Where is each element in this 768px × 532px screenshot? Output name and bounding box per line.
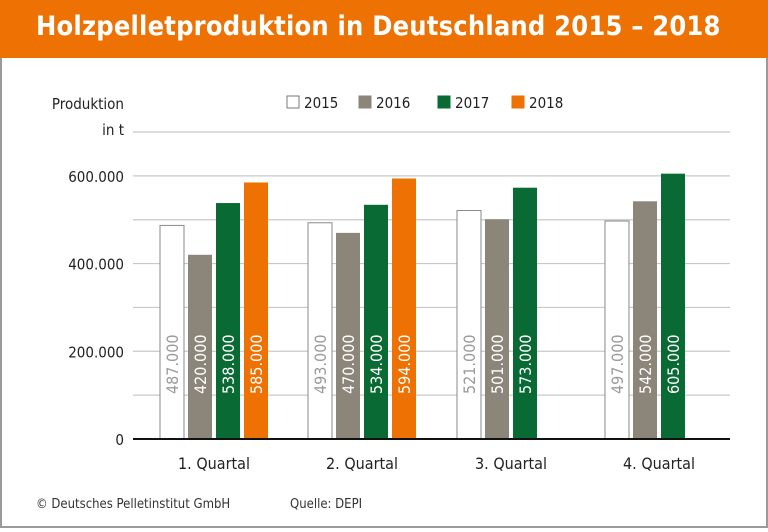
bar <box>188 254 212 439</box>
copyright: © Deutsches Pelletinstitut GmbH <box>36 497 231 512</box>
bar <box>392 178 416 439</box>
legend-swatch <box>511 95 525 109</box>
bar <box>485 219 509 439</box>
bar-value-label: 538.000 <box>219 334 238 394</box>
bar-value-label: 573.000 <box>516 334 535 394</box>
legend-swatch <box>358 95 372 109</box>
bar-value-label: 521.000 <box>460 334 479 394</box>
y-tick-label: 0 <box>115 431 124 449</box>
bar <box>307 222 333 440</box>
y-tick-label: 200.000 <box>68 343 124 361</box>
title-banner: Holzpelletproduktion in Deutschland 2015… <box>0 0 768 58</box>
bar-value-label: 493.000 <box>311 334 330 394</box>
legend-label: 2016 <box>376 94 410 112</box>
bar <box>456 210 482 440</box>
bar-value-label: 534.000 <box>367 334 386 394</box>
source: Quelle: DEPI <box>290 497 363 512</box>
bar-value-label: 497.000 <box>608 334 627 394</box>
legend-label: 2017 <box>455 94 489 112</box>
bar <box>633 201 657 439</box>
bar <box>513 187 537 439</box>
bar <box>244 182 268 439</box>
bar-value-label: 420.000 <box>191 334 210 394</box>
legend-label: 2015 <box>304 94 338 112</box>
x-tick-label: 2. Quartal <box>326 454 398 473</box>
bar <box>216 203 240 439</box>
bar-value-label: 470.000 <box>339 334 358 394</box>
x-tick-label: 3. Quartal <box>475 454 547 473</box>
bar <box>604 220 630 440</box>
bar-value-label: 585.000 <box>247 334 266 394</box>
legend-swatch <box>437 95 451 109</box>
bar-value-label: 605.000 <box>664 334 683 394</box>
bar <box>336 232 360 439</box>
bar <box>661 173 685 439</box>
chart-title: Holzpelletproduktion in Deutschland 2015… <box>36 11 721 42</box>
bar <box>159 224 185 440</box>
bar <box>364 204 388 439</box>
legend-swatch <box>286 95 300 109</box>
bar-value-label: 501.000 <box>488 334 507 394</box>
bar-value-label: 487.000 <box>163 334 182 394</box>
y-tick-label: 600.000 <box>68 168 124 186</box>
x-tick-label: 4. Quartal <box>623 454 695 473</box>
x-tick-label: 1. Quartal <box>178 454 250 473</box>
y-tick-label: 400.000 <box>68 256 124 274</box>
y-axis-label: Produktion <box>52 95 124 113</box>
legend-label: 2018 <box>529 94 563 112</box>
bar-value-label: 594.000 <box>395 334 414 394</box>
bar-value-label: 542.000 <box>636 334 655 394</box>
y-axis-label-unit: in t <box>102 121 124 139</box>
